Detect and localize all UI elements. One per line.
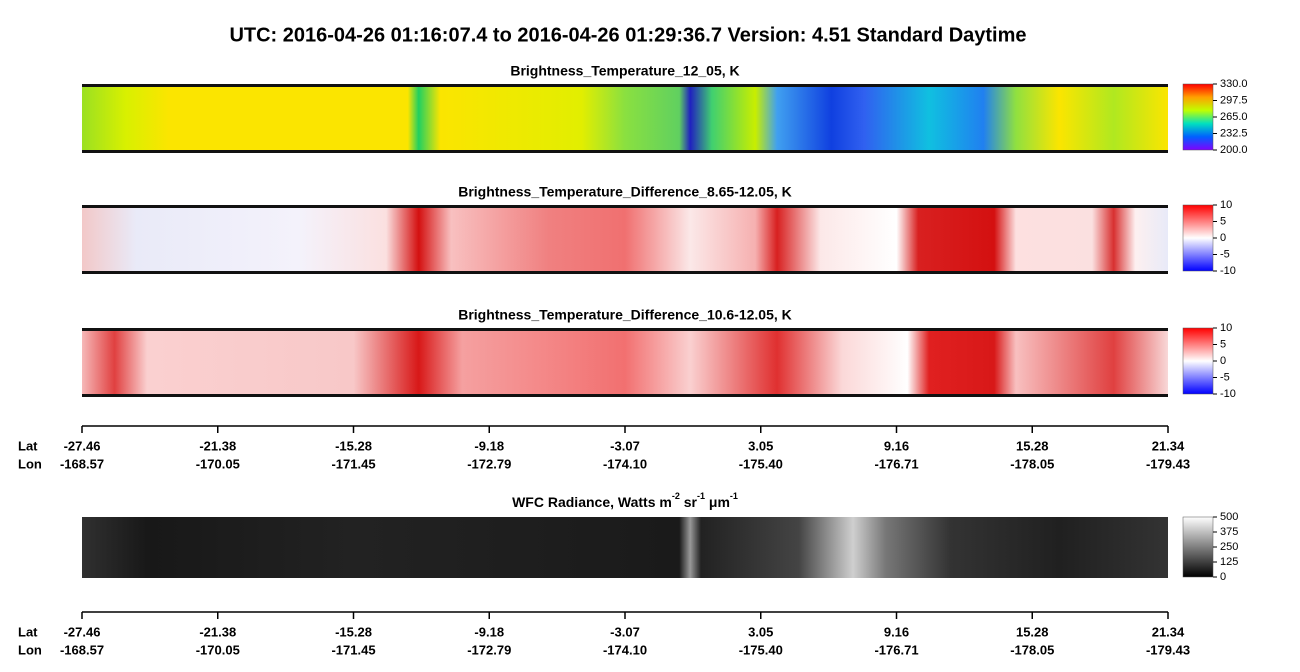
lon-tick-label: -172.79 xyxy=(467,456,511,471)
lon-tick-label: -168.57 xyxy=(60,642,104,657)
image-strip xyxy=(82,517,1168,578)
superscript: -1 xyxy=(730,491,738,501)
lon-tick-label: -171.45 xyxy=(331,642,375,657)
lat-tick-label: 9.16 xyxy=(884,438,909,453)
lat-tick-label: 3.05 xyxy=(748,438,773,453)
lon-tick-label: -170.05 xyxy=(196,642,240,657)
colorbar-label: 330.0 xyxy=(1220,78,1248,90)
lat-tick-label: -3.07 xyxy=(610,438,640,453)
strip-edge xyxy=(82,150,1168,153)
page-title: UTC: 2016-04-26 01:16:07.4 to 2016-04-26… xyxy=(229,24,1026,46)
superscript: -2 xyxy=(672,491,680,501)
lon-label: Lon xyxy=(18,642,42,657)
title-part: sr xyxy=(680,494,698,510)
colorbar-label: 297.5 xyxy=(1220,94,1248,106)
strip-edge xyxy=(82,84,1168,87)
colorbar-label: 500 xyxy=(1220,511,1238,523)
lat-tick-label: -27.46 xyxy=(64,624,101,639)
lat-tick-label: 21.34 xyxy=(1152,438,1185,453)
lat-tick-label: 21.34 xyxy=(1152,624,1185,639)
panel-title: Brightness_Temperature_Difference_10.6-1… xyxy=(458,307,792,323)
lon-tick-label: -174.10 xyxy=(603,456,647,471)
lat-tick-label: -21.38 xyxy=(199,438,236,453)
lon-tick-label: -170.05 xyxy=(196,456,240,471)
lat-tick-label: 9.16 xyxy=(884,624,909,639)
lat-tick-label: -3.07 xyxy=(610,624,640,639)
panel-title: Brightness_Temperature_Difference_8.65-1… xyxy=(458,184,792,200)
lat-tick-label: -9.18 xyxy=(474,624,504,639)
lat-tick-label: -21.38 xyxy=(199,624,236,639)
colorbar-label: 10 xyxy=(1220,199,1232,211)
lon-tick-label: -171.45 xyxy=(331,456,375,471)
strip-edge xyxy=(82,394,1168,397)
colorbar-label: -5 xyxy=(1220,248,1230,260)
lon-tick-label: -175.40 xyxy=(739,456,783,471)
lon-tick-label: -179.43 xyxy=(1146,456,1190,471)
colorbar-label: 375 xyxy=(1220,526,1238,538)
superscript: -1 xyxy=(697,491,705,501)
colorbar-label: 0 xyxy=(1220,232,1226,244)
wfc-title: WFC Radiance, Watts m-2 sr-1 μm-1 xyxy=(512,491,738,509)
title-part: WFC Radiance, Watts m xyxy=(512,494,672,510)
lat-tick-label: -9.18 xyxy=(474,438,504,453)
lat-label: Lat xyxy=(18,624,38,639)
image-strip xyxy=(82,205,1168,273)
lon-tick-label: -172.79 xyxy=(467,642,511,657)
colorbar-label: 10 xyxy=(1220,322,1232,334)
colorbar-label: -10 xyxy=(1220,388,1236,400)
lon-tick-label: -176.71 xyxy=(874,642,918,657)
lon-tick-label: -176.71 xyxy=(874,456,918,471)
colorbar-label: 200.0 xyxy=(1220,144,1248,156)
colorbar-label: 5 xyxy=(1220,215,1226,227)
lon-tick-label: -178.05 xyxy=(1010,456,1054,471)
lon-tick-label: -168.57 xyxy=(60,456,104,471)
lon-tick-label: -178.05 xyxy=(1010,642,1054,657)
lon-tick-label: -174.10 xyxy=(603,642,647,657)
colorbar-label: 265.0 xyxy=(1220,111,1248,123)
colorbar-label: 125 xyxy=(1220,556,1238,568)
colorbar xyxy=(1182,83,1214,151)
lon-tick-label: -175.40 xyxy=(739,642,783,657)
lat-tick-label: 15.28 xyxy=(1016,624,1049,639)
colorbar-label: 0 xyxy=(1220,355,1226,367)
colorbar-label: -10 xyxy=(1220,265,1236,277)
colorbar xyxy=(1182,516,1214,578)
lat-label: Lat xyxy=(18,438,38,453)
panel-title: Brightness_Temperature_12_05, K xyxy=(510,63,739,79)
lat-tick-label: -27.46 xyxy=(64,438,101,453)
strip-edge xyxy=(82,205,1168,208)
colorbar-label: -5 xyxy=(1220,371,1230,383)
strip-edge xyxy=(82,328,1168,331)
lon-tick-label: -179.43 xyxy=(1146,642,1190,657)
colorbar xyxy=(1182,327,1214,395)
lat-tick-label: -15.28 xyxy=(335,438,372,453)
colorbar-label: 250 xyxy=(1220,541,1238,553)
colorbar-label: 232.5 xyxy=(1220,127,1248,139)
colorbar-label: 0 xyxy=(1220,571,1226,583)
image-strip xyxy=(82,84,1168,152)
colorbar xyxy=(1182,204,1214,272)
colorbar-label: 5 xyxy=(1220,338,1226,350)
title-part: μm xyxy=(705,494,730,510)
lat-tick-label: 3.05 xyxy=(748,624,773,639)
image-strip xyxy=(82,328,1168,396)
lat-tick-label: -15.28 xyxy=(335,624,372,639)
strip-edge xyxy=(82,271,1168,274)
lat-tick-label: 15.28 xyxy=(1016,438,1049,453)
lon-label: Lon xyxy=(18,456,42,471)
